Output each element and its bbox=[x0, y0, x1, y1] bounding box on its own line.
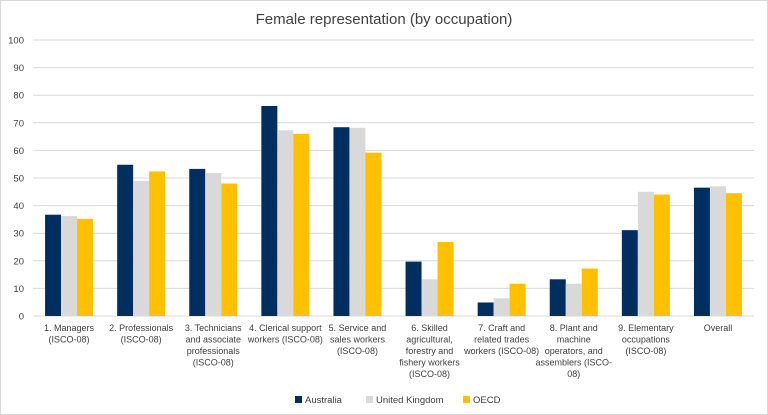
y-tick-label: 30 bbox=[13, 229, 24, 240]
legend-label: United Kingdom bbox=[376, 395, 444, 406]
legend-swatch bbox=[463, 396, 470, 403]
legend-swatch bbox=[366, 396, 373, 403]
x-category-label: 2. Professionals (ISCO-08) bbox=[109, 323, 174, 345]
y-axis-ticks: 0 10 20 30 40 50 60 70 80 90 100 bbox=[8, 36, 24, 323]
bar-united-kingdom bbox=[637, 191, 654, 316]
bar-australia bbox=[333, 127, 350, 316]
bar-united-kingdom bbox=[349, 127, 366, 316]
bar-oecd bbox=[725, 193, 742, 316]
bar-united-kingdom bbox=[565, 283, 582, 316]
bar-australia bbox=[189, 168, 206, 316]
bar-united-kingdom bbox=[205, 173, 222, 316]
y-tick-label: 100 bbox=[8, 36, 24, 47]
x-category-label: 7. Craft and related trades workers (ISCO-… bbox=[463, 323, 539, 356]
y-tick-label: 90 bbox=[13, 63, 24, 74]
y-tick-label: 70 bbox=[13, 118, 24, 129]
x-category-label: Overall bbox=[704, 323, 733, 333]
bar-oecd bbox=[509, 283, 526, 316]
y-tick-label: 10 bbox=[13, 284, 24, 295]
bar-united-kingdom bbox=[421, 279, 438, 316]
bar-oecd bbox=[437, 242, 454, 316]
x-category-label: 5. Service and sales workers (ISCO-08) bbox=[329, 323, 387, 356]
bar-united-kingdom bbox=[493, 298, 510, 316]
x-category-label: 3. Technicians and associate professionals… bbox=[185, 323, 242, 368]
bar-oecd bbox=[293, 133, 310, 316]
x-category-label: 6. Skilled agricultural, forestry and fishe… bbox=[399, 323, 460, 379]
bar-oecd bbox=[149, 171, 166, 316]
x-category-label: 1. Managers (ISCO-08) bbox=[44, 323, 95, 345]
bar-australia bbox=[621, 230, 638, 316]
y-tick-label: 0 bbox=[19, 312, 24, 323]
bar-australia bbox=[693, 187, 710, 316]
bar-australia bbox=[405, 261, 422, 316]
bar-oecd bbox=[365, 152, 382, 316]
y-tick-label: 50 bbox=[13, 174, 24, 185]
bars bbox=[45, 105, 742, 317]
x-axis-categories: 1. Managers (ISCO-08) 2. Professionals (ISC… bbox=[44, 323, 732, 379]
y-tick-label: 40 bbox=[13, 201, 24, 212]
bar-oecd bbox=[653, 194, 670, 316]
y-tick-label: 60 bbox=[13, 146, 24, 157]
bar-oecd bbox=[581, 268, 598, 316]
x-category-label: 9. Elementary occupations (ISCO-08) bbox=[618, 323, 674, 356]
bar-australia bbox=[549, 279, 566, 316]
legend: Australia United Kingdom OECD bbox=[295, 395, 501, 406]
bar-united-kingdom bbox=[709, 186, 726, 316]
bar-oecd bbox=[77, 218, 94, 316]
x-category-label: 4. Clerical support workers (ISCO-08) bbox=[247, 323, 323, 345]
bar-australia bbox=[45, 214, 62, 316]
bar-united-kingdom bbox=[277, 130, 294, 316]
legend-label: Australia bbox=[305, 395, 343, 406]
legend-label: OECD bbox=[473, 395, 501, 406]
chart-title: Female representation (by occupation) bbox=[256, 11, 513, 28]
bar-australia bbox=[261, 105, 278, 317]
bar-oecd bbox=[221, 183, 238, 316]
bar-united-kingdom bbox=[61, 216, 78, 316]
bar-united-kingdom bbox=[133, 181, 150, 316]
bar-australia bbox=[117, 164, 134, 316]
y-tick-label: 20 bbox=[13, 256, 24, 267]
y-tick-label: 80 bbox=[13, 91, 24, 102]
legend-swatch bbox=[295, 396, 302, 403]
x-category-label: 8. Plant and machine operators, and assembl… bbox=[535, 323, 612, 379]
bar-australia bbox=[477, 302, 494, 316]
